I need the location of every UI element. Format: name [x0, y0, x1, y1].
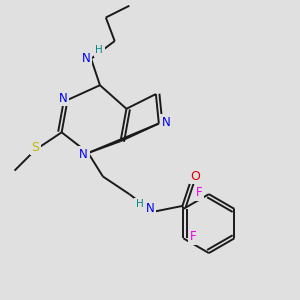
Text: F: F: [196, 186, 203, 199]
Text: N: N: [59, 92, 68, 105]
Text: N: N: [82, 52, 91, 65]
Text: H: H: [136, 200, 144, 209]
Text: N: N: [80, 148, 88, 161]
Text: H: H: [95, 46, 103, 56]
Text: F: F: [190, 230, 196, 243]
Text: N: N: [146, 202, 154, 215]
Text: N: N: [162, 116, 171, 128]
Text: O: O: [191, 170, 201, 183]
Text: S: S: [31, 141, 39, 154]
